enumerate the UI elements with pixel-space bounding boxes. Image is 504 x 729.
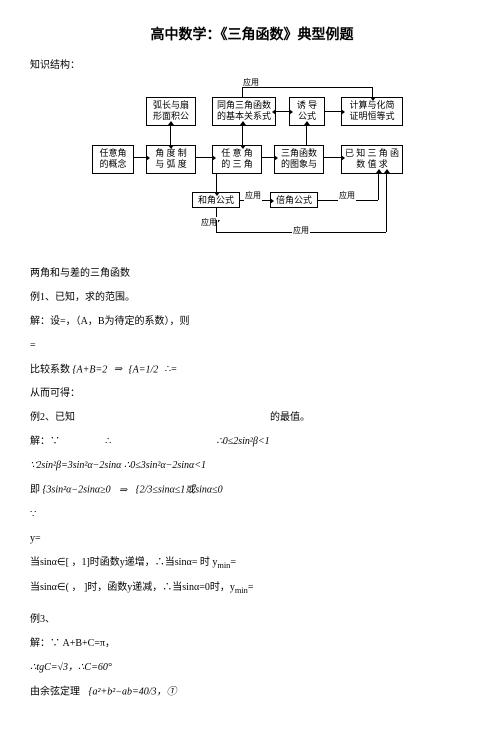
box-calc: 计算与化简 证明恒等式 (341, 97, 403, 126)
ex2-line2: ∵2sin²β=3sin²α−2sinα ∴0≤3sin²α−2sinα<1 (30, 459, 474, 473)
ex2-l5d: = (230, 557, 236, 568)
box-double: 倍角公式 (270, 192, 318, 208)
ex2-l3-pre: 即 (30, 485, 40, 496)
ex2-line4: ∵ (30, 508, 474, 522)
ex2-l5b: ，1]时函数y递增，∴当sinα= (71, 557, 197, 568)
ex3-l3-pre: 由余弦定理 (30, 686, 80, 697)
ex2-sub-min: min (217, 561, 230, 570)
ex2-arrow: ⇒ (113, 484, 133, 498)
lbl-app-b: 应用 (338, 190, 356, 201)
ex1-solution-1: 解：设=，（A，B为待定的系数），则 (30, 315, 474, 329)
ex2-title: 例2、已知 (30, 412, 75, 423)
lbl-app-d: 应用 (292, 225, 310, 236)
box-image: 三角函数 的图象与 (274, 145, 324, 174)
knowledge-diagram: 应用 弧长与扇 形面积公 同角三角函数 的基本关系式 诱 导 公式 计算与化简 … (92, 77, 412, 257)
ex3-line3: 由余弦定理 {a²+b²−ab=40/3，① (30, 685, 474, 699)
ex1-cmp-left: A+B=2 (77, 364, 108, 375)
page-title: 高中数学：《三角函数》典型例题 (30, 24, 474, 44)
ex1-cmp-right: A=1/2 (133, 364, 159, 375)
ex2-l6b: ， (71, 582, 81, 593)
ex1-eq: = (30, 339, 474, 353)
ex2-l6a: 当sinα∈( (30, 582, 69, 593)
ex1-cmp-lead: 比较系数 (30, 364, 70, 375)
box-radian: 角 度 制 与 弧 度 (146, 145, 196, 174)
ex3-line2: ∴tgC=√3，∴C=60° (30, 661, 474, 675)
lbl-app-a: 应用 (244, 190, 262, 201)
ex3-line1: 解：∵ A+B+C=π， (30, 637, 474, 651)
ex1-cmp-tail: ∴= (161, 364, 181, 375)
ex2-l6c: ]时，函数y递减，∴当sinα=0时，y (84, 582, 235, 593)
ex2-l5c: 时 y (200, 557, 218, 568)
ex1-title: 例1、已知，求的范围。 (30, 291, 474, 305)
ex2-l3a: 3sin²α−2sinα≥0 (47, 485, 111, 496)
heading-sumdiff: 两角和与差的三角函数 (30, 267, 474, 281)
ex2-tail: 的最值。 (270, 412, 310, 423)
ex2-line3: 即 {3sin²α−2sinα≥0 ⇒ {2/3≤sinα≤1或sinα≤0 (30, 483, 474, 497)
ex2-l6d: = (248, 582, 254, 593)
ex2-l1b: ∴ (105, 436, 111, 447)
ex2-l5a: 当sinα∈[ (30, 557, 69, 568)
ex1-result: 从而可得： (30, 387, 474, 401)
ex2-l1a: 解：∵ (30, 436, 60, 447)
ex2-y: y= (30, 532, 474, 546)
ex3-title: 例3、 (30, 613, 474, 627)
ex2-sub-min2: min (235, 586, 248, 595)
ex2-line1: 解：∵ ∴ ∴0≤2sin²β<1 (30, 435, 474, 449)
box-known: 已 知 三 角 函 数 值 求 (341, 145, 403, 174)
section-knowledge: 知识结构： (30, 56, 474, 71)
ex1-compare: 比较系数 {A+B=2 ⇒ {A=1/2 ∴= (30, 363, 474, 377)
ex2-l1c: ∴0≤2sin²β<1 (216, 436, 269, 447)
ex2-title-row: 例2、已知 的最值。 (30, 411, 474, 425)
ex3-l3: a²+b²−ab=40/3，① (93, 686, 177, 697)
ex2-line6: 当sinα∈( ， ]时，函数y递减，∴当sinα=0时，ymin= (30, 581, 474, 597)
ex2-line5: 当sinα∈[ ，1]时函数y递增，∴当sinα= 时 ymin= (30, 556, 474, 572)
ex2-l3b: 2/3≤sinα≤1或sinα≤0 (140, 485, 223, 496)
box-any-angle: 任意角 的概念 (92, 145, 134, 174)
box-tri: 任 意 角 的 三 角 (212, 145, 262, 174)
